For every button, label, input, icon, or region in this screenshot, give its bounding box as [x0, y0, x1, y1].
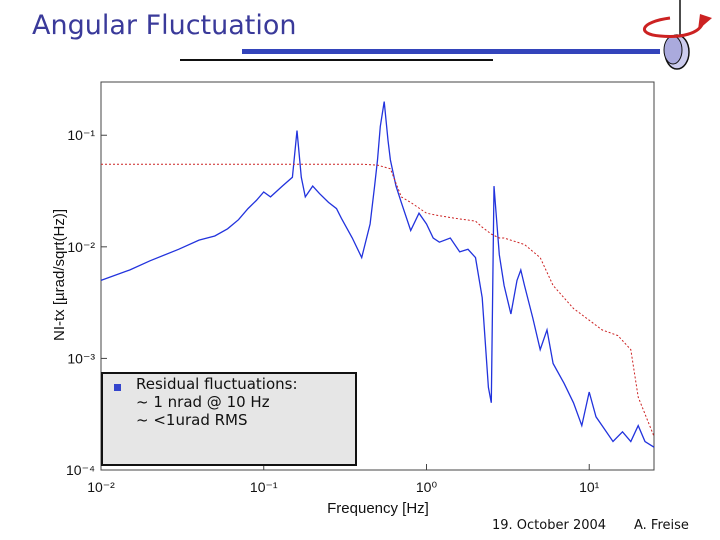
rms-series-line — [101, 163, 655, 437]
y-tick-label: 10⁻³ — [67, 350, 95, 366]
spectrum-series-line — [100, 101, 655, 448]
x-tick-label: 10¹ — [579, 479, 600, 495]
y-axis-label: NI-tx [µrad/sqrt(Hz)] — [51, 209, 68, 341]
x-tick-label: 10⁻¹ — [250, 479, 278, 495]
plot-frame — [100, 81, 655, 471]
bullet-icon — [114, 384, 121, 391]
slide-title: Angular Fluctuation — [32, 10, 297, 41]
title-decoration — [180, 0, 712, 70]
footer-author: A. Freise — [634, 518, 689, 533]
underline-bar — [180, 59, 493, 61]
y-tick-label: 10⁻¹ — [67, 127, 95, 143]
note-line-2: ~ 1 nrad @ 10 Hz — [136, 393, 270, 411]
accent-bar — [242, 49, 660, 54]
note-box: Residual fluctuations: ~ 1 nrad @ 10 Hz … — [101, 372, 357, 466]
note-line-3: ~ <1urad RMS — [136, 411, 248, 429]
note-line-1: Residual fluctuations: — [136, 375, 298, 393]
x-tick-label: 10⁻² — [87, 479, 115, 495]
y-tick-label: 10⁻² — [67, 239, 95, 255]
rotation-icon — [642, 0, 712, 70]
x-axis-label: Frequency [Hz] — [327, 500, 429, 517]
y-tick-label: 10⁻⁴ — [66, 462, 95, 478]
x-tick-label: 10⁰ — [416, 479, 438, 495]
footer-date: 19. October 2004 — [492, 518, 607, 533]
